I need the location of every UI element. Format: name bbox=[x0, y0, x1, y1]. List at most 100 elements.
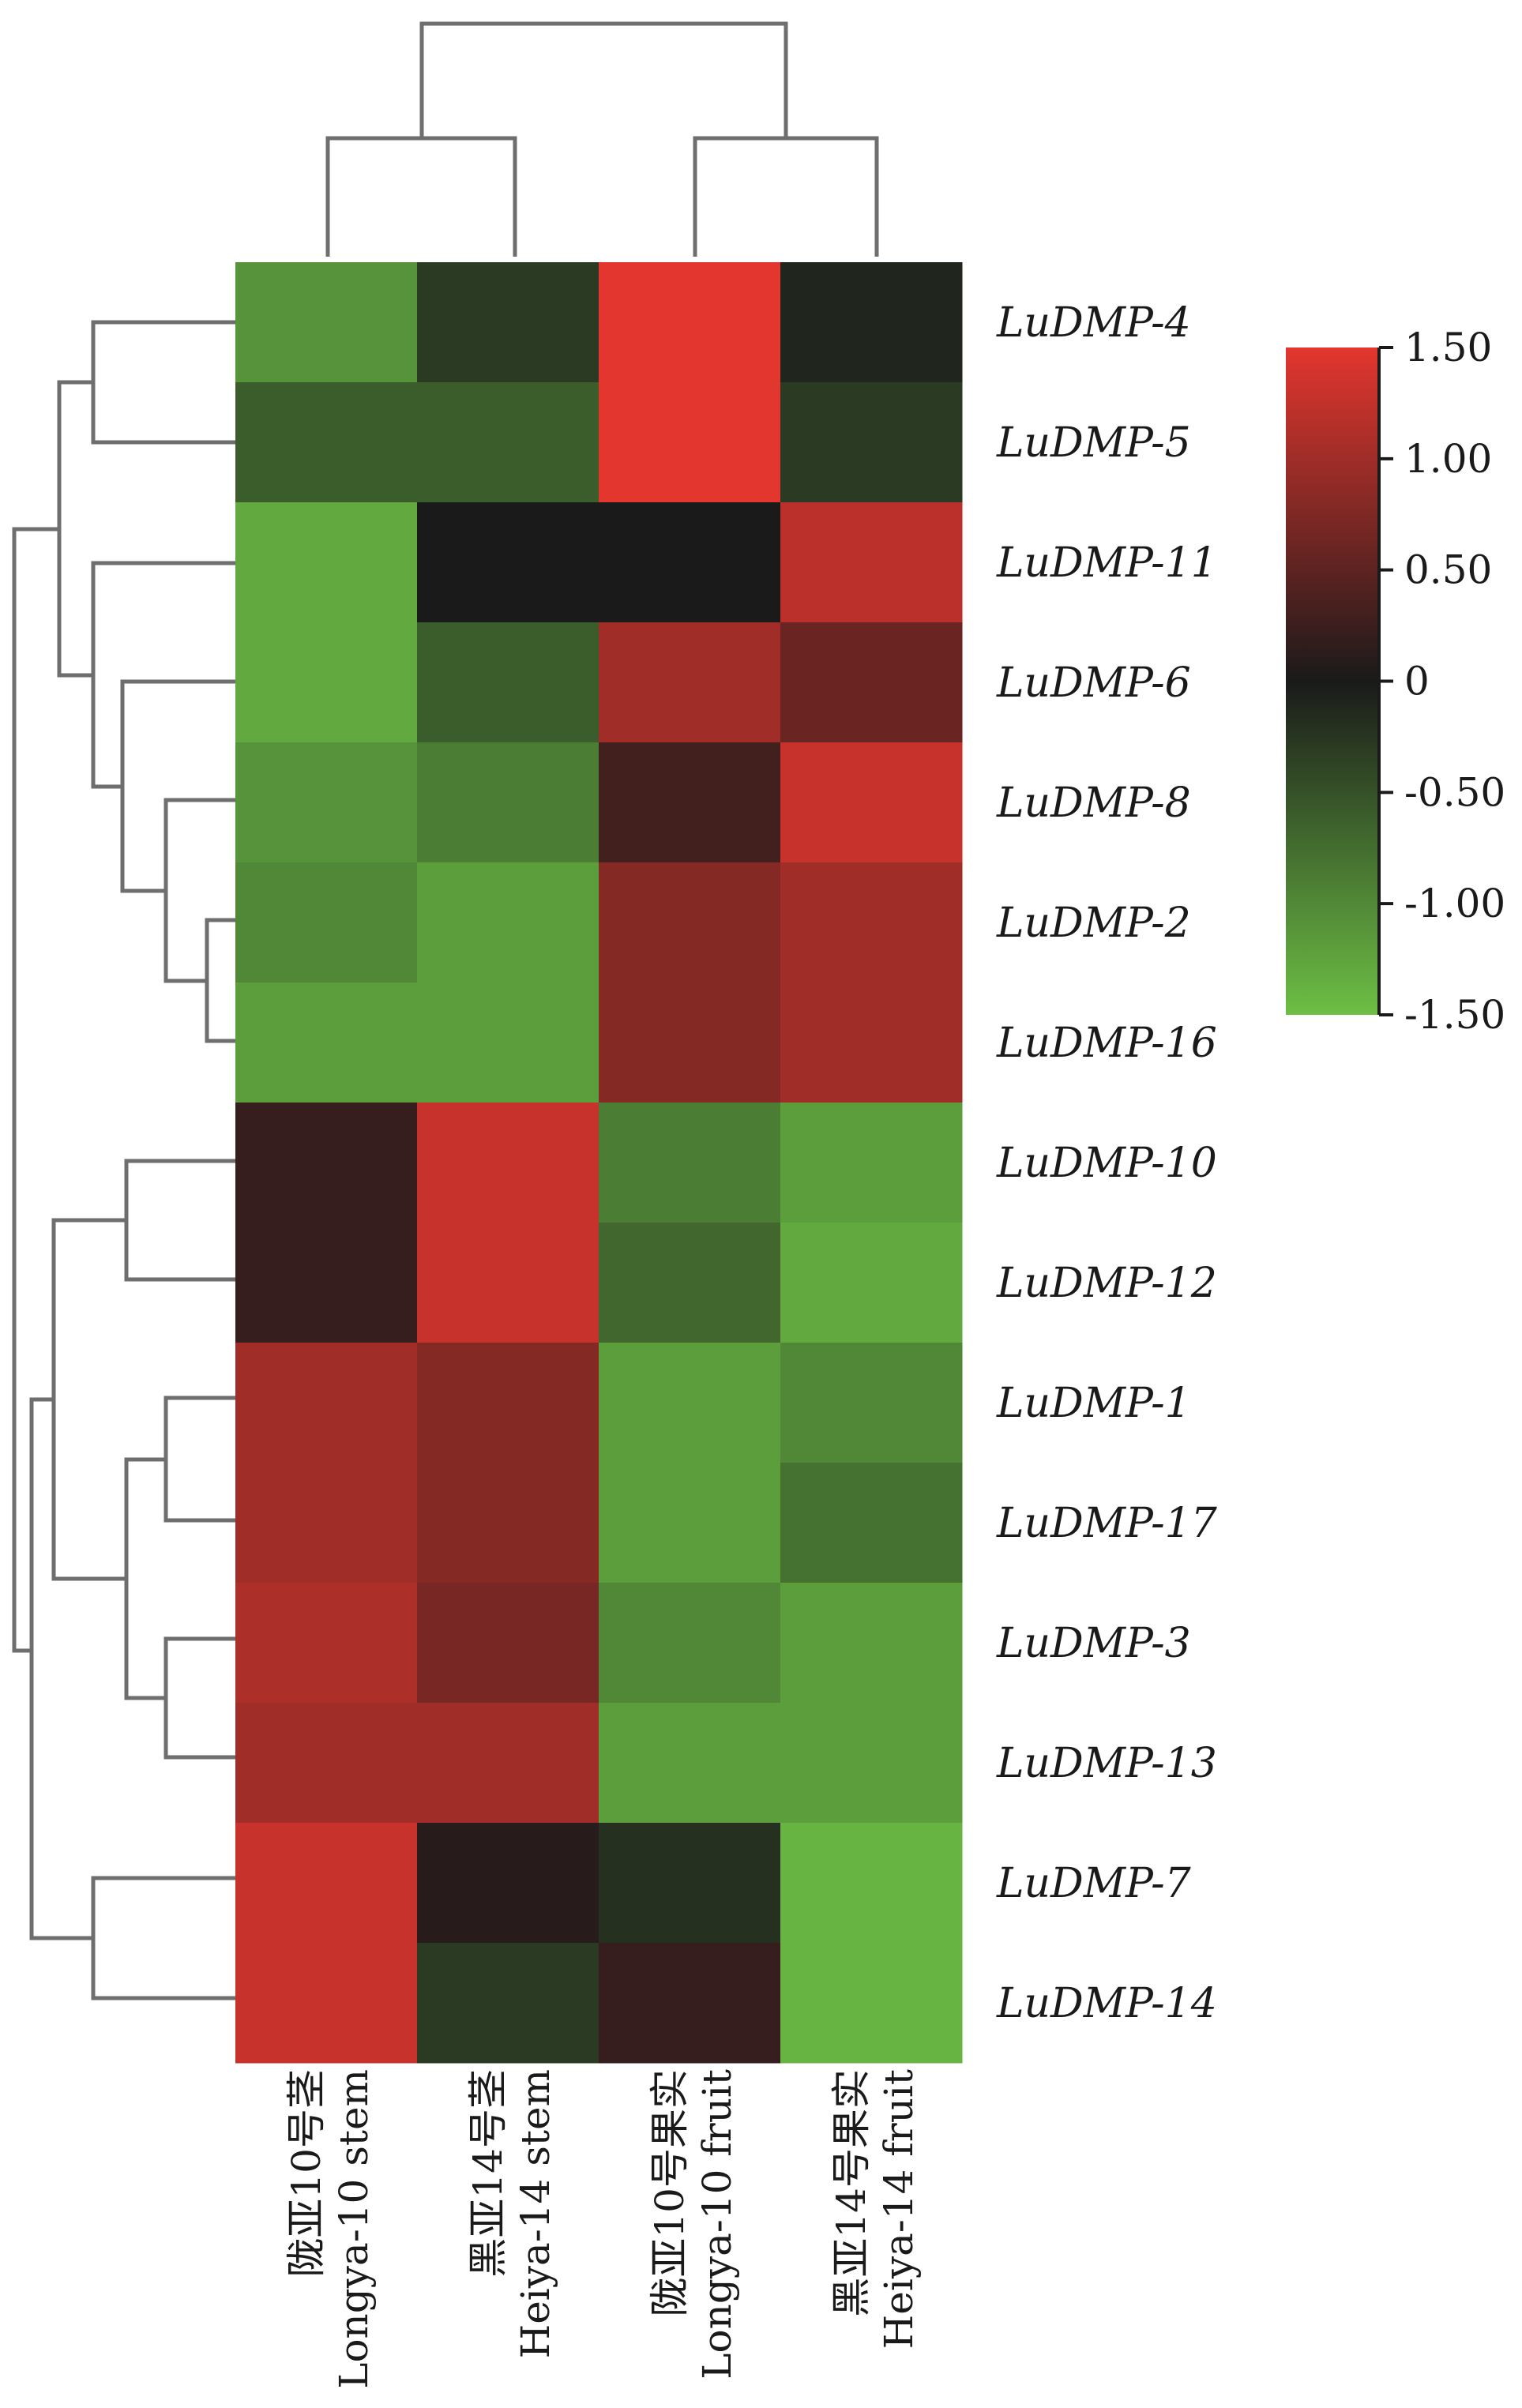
heatmap-cell bbox=[235, 1583, 418, 1704]
colorbar: 1.50 1.00 0.50 0 -0.50 -1.00 -1.50 bbox=[1286, 325, 1505, 1038]
heatmap-cell bbox=[417, 862, 599, 983]
row-label: LuDMP-13 bbox=[996, 1740, 1217, 1787]
heatmap-cell bbox=[599, 1823, 781, 1944]
heatmap-cell bbox=[417, 622, 599, 743]
heatmap-cell bbox=[417, 1223, 599, 1343]
heatmap-cell bbox=[599, 742, 781, 863]
row-dendro-bottom bbox=[29, 1397, 93, 1940]
column-label-en: Heiya-14 stem bbox=[513, 2069, 558, 2358]
heatmap-cell bbox=[235, 982, 418, 1103]
column-dendrogram bbox=[325, 21, 879, 257]
column-label-en: Longya-10 fruit bbox=[694, 2069, 740, 2380]
heatmap-cell bbox=[235, 262, 418, 383]
column-label-cn: 黑亚14号茎 bbox=[465, 2069, 511, 2278]
heatmap-cell bbox=[780, 1583, 963, 1704]
heatmap-cell bbox=[599, 1583, 781, 1704]
column-label-en: Longya-10 stem bbox=[331, 2069, 377, 2389]
row-dendro-1-13 bbox=[124, 1457, 166, 1700]
col-dendro-branch-b bbox=[693, 136, 879, 257]
colorbar-tick-label: 1.00 bbox=[1404, 436, 1492, 482]
heatmap-cell bbox=[417, 1583, 599, 1704]
row-label: LuDMP-16 bbox=[996, 1020, 1217, 1067]
heatmap-cell bbox=[599, 502, 781, 623]
col-dendro-branch-a bbox=[325, 136, 517, 257]
heatmap-cell bbox=[235, 742, 418, 863]
heatmap-cell bbox=[235, 622, 418, 743]
heatmap-cell bbox=[235, 862, 418, 983]
column-label-cn: 黑亚14号果实 bbox=[829, 2069, 874, 2317]
heatmap-cell bbox=[235, 1463, 418, 1583]
column-label-cn: 陇亚10号果实 bbox=[647, 2069, 693, 2317]
heatmap-cell bbox=[417, 1703, 599, 1824]
column-label: 陇亚10号果实 Longya-10 fruit bbox=[647, 2069, 740, 2380]
row-dendro-4-5 bbox=[91, 320, 235, 445]
heatmap-cell bbox=[780, 262, 963, 383]
heatmap-cell bbox=[235, 1223, 418, 1343]
row-label: LuDMP-8 bbox=[996, 780, 1191, 827]
heatmap-cell bbox=[780, 1463, 963, 1583]
row-dendrogram bbox=[12, 320, 235, 2000]
row-dendro-1-17 bbox=[163, 1396, 235, 1523]
row-dendro-6-8 bbox=[120, 679, 235, 893]
heatmap-cell bbox=[599, 1943, 781, 2064]
row-label: LuDMP-10 bbox=[996, 1140, 1217, 1187]
row-dendro-root bbox=[12, 527, 59, 1653]
row-label: LuDMP-11 bbox=[996, 539, 1217, 587]
heatmap-cell bbox=[780, 622, 963, 743]
column-label-en: Heiya-14 fruit bbox=[876, 2069, 922, 2349]
heatmap-cell bbox=[417, 262, 599, 383]
heatmap-cell bbox=[235, 382, 418, 503]
row-label: LuDMP-17 bbox=[996, 1500, 1218, 1547]
heatmap-cell bbox=[235, 502, 418, 623]
row-label: LuDMP-14 bbox=[996, 1980, 1217, 2027]
row-dendro-7-14 bbox=[91, 1876, 235, 2000]
heatmap-cell bbox=[235, 1823, 418, 1944]
heatmap-cell bbox=[235, 1943, 418, 2064]
heatmap-cell bbox=[599, 262, 781, 383]
row-dendro-3-13 bbox=[163, 1636, 235, 1760]
row-label: LuDMP-3 bbox=[996, 1620, 1191, 1667]
row-dendro-11-6 bbox=[91, 561, 235, 789]
heatmap-cell bbox=[780, 382, 963, 503]
row-label: LuDMP-2 bbox=[996, 900, 1191, 947]
heatmap-cell bbox=[417, 502, 599, 623]
colorbar-tick-label: -0.50 bbox=[1404, 769, 1505, 815]
row-label: LuDMP-4 bbox=[996, 299, 1191, 347]
heatmap-cell bbox=[780, 1703, 963, 1824]
row-dendro-10-13 bbox=[51, 1218, 126, 1581]
heatmap-cell bbox=[599, 1343, 781, 1463]
colorbar-tick-label: 0 bbox=[1404, 659, 1430, 704]
heatmap-cell bbox=[599, 622, 781, 743]
heatmap-cell bbox=[417, 1823, 599, 1944]
heatmap-cell bbox=[599, 982, 781, 1103]
heatmap-cell bbox=[780, 502, 963, 623]
heatmap-cell bbox=[235, 1703, 418, 1824]
heatmap-cell bbox=[599, 862, 781, 983]
colorbar-gradient bbox=[1286, 347, 1379, 1015]
heatmap-cell bbox=[235, 1103, 418, 1223]
row-dendro-top bbox=[57, 380, 93, 678]
heatmap-cell bbox=[780, 1943, 963, 2064]
heatmap-cell bbox=[780, 1823, 963, 1944]
heatmap-cell bbox=[417, 382, 599, 503]
colorbar-tick-label: 0.50 bbox=[1404, 547, 1492, 593]
column-labels: 陇亚10号茎 Longya-10 stem 黑亚14号茎 Heiya-14 stem 陇… bbox=[284, 2069, 922, 2389]
row-dendro-10-12 bbox=[124, 1159, 235, 1282]
heatmap-cell bbox=[780, 742, 963, 863]
heatmap-cell bbox=[780, 982, 963, 1103]
heatmap-cell bbox=[599, 382, 781, 503]
heatmap-cell bbox=[599, 1223, 781, 1343]
heatmap-cell bbox=[780, 1343, 963, 1463]
row-label: LuDMP-1 bbox=[996, 1380, 1191, 1427]
column-label: 陇亚10号茎 Longya-10 stem bbox=[284, 2069, 377, 2389]
column-label: 黑亚14号茎 Heiya-14 stem bbox=[465, 2069, 558, 2358]
row-label: LuDMP-12 bbox=[996, 1260, 1217, 1307]
heatmap-cell bbox=[417, 742, 599, 863]
colorbar-tick-label: -1.00 bbox=[1404, 881, 1505, 926]
row-label: LuDMP-7 bbox=[996, 1860, 1192, 1907]
colorbar-tick-label: 1.50 bbox=[1404, 325, 1492, 370]
row-dendro-2-16 bbox=[205, 918, 235, 1043]
row-label: LuDMP-5 bbox=[996, 419, 1191, 467]
column-label: 黑亚14号果实 Heiya-14 fruit bbox=[829, 2069, 922, 2349]
